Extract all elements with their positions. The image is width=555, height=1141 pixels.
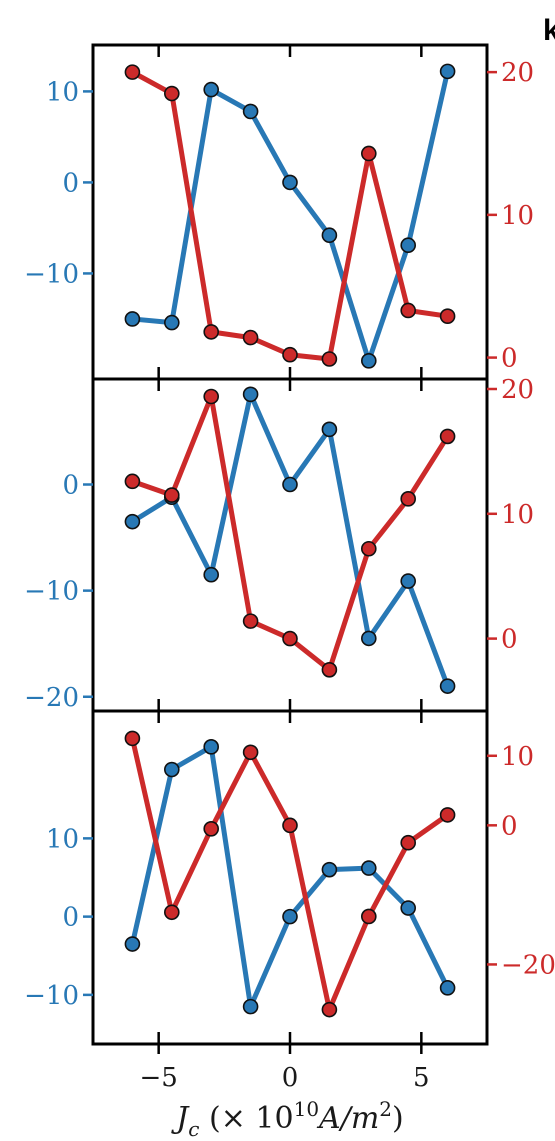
left-y-tick-label: −10	[24, 577, 79, 607]
right-series-point	[242, 613, 259, 629]
panel-frame	[91, 43, 489, 381]
x-label-exp: 10	[294, 1097, 319, 1121]
left-series-point	[203, 81, 219, 98]
right-series-point	[282, 817, 298, 834]
left-series-point	[321, 227, 338, 244]
left-y-tick-label: −10	[24, 259, 79, 289]
left-y-tick-label: −20	[24, 683, 79, 713]
left-series-point	[203, 739, 219, 755]
right-series-point	[360, 908, 377, 925]
left-series-point	[282, 174, 298, 191]
x-label-pre: (× 10	[200, 1101, 294, 1136]
right-y-tick-label: 0	[501, 344, 518, 374]
right-series-point	[400, 491, 417, 507]
x-tick-label: 0	[282, 1063, 299, 1093]
right-series-point	[242, 744, 259, 761]
right-series-point	[439, 308, 456, 324]
right-series-point	[282, 630, 298, 647]
left-y-tick-label: 0	[62, 168, 79, 198]
right-series-point	[203, 324, 219, 340]
x-axis-label: Jc (× 1010A/m2)	[170, 1097, 403, 1141]
left-y-tick-label: 10	[46, 824, 79, 854]
left-series-point	[400, 237, 417, 254]
left-series-point	[282, 908, 298, 925]
right-series-line	[131, 393, 450, 673]
left-series-point	[360, 353, 377, 369]
right-series-point	[400, 302, 417, 319]
right-y-tick-label: 10	[501, 500, 534, 530]
right-series-point	[439, 428, 456, 445]
left-y-tick-label: 0	[62, 903, 79, 933]
right-series-line	[129, 737, 450, 1013]
right-y-tick-label: 0	[501, 625, 518, 655]
x-label-main: J	[170, 1101, 190, 1136]
left-series-point	[242, 998, 259, 1015]
left-series-point	[400, 573, 417, 589]
right-series-point	[164, 904, 180, 921]
x-label-post: )	[392, 1101, 404, 1136]
left-y-tick-label: 10	[46, 77, 79, 107]
right-series-point	[203, 821, 219, 837]
left-series-point	[321, 421, 338, 438]
right-series-point	[321, 351, 338, 367]
right-y-tick-label: 20	[501, 58, 534, 88]
panel-1: −10 0 10 0 10 20	[24, 43, 534, 381]
left-series-line	[132, 70, 451, 364]
right-series-point	[439, 807, 456, 823]
left-series-point	[439, 980, 456, 996]
left-series-point	[439, 678, 456, 694]
right-series-point	[124, 64, 141, 80]
right-series-point	[400, 834, 417, 851]
x-axis: −5 0 5	[140, 1044, 430, 1093]
x-label-unit: A/m	[316, 1101, 379, 1136]
panel-3: −10 0 10 −20 0 10	[24, 709, 555, 1046]
right-series-point	[282, 346, 298, 363]
right-y-tick-label: 10	[501, 742, 534, 772]
left-series-point	[124, 513, 141, 530]
left-series-point	[164, 314, 180, 331]
panel-frame	[91, 377, 489, 713]
right-series-point	[321, 661, 338, 678]
left-y-tick-label: 0	[62, 471, 79, 501]
x-tick-label: 5	[413, 1063, 430, 1093]
chart-panels: −10 0 10 0 10 20 −20 −10 0 0 10 20 −10 0 10 −20 0 10	[24, 43, 555, 1046]
panel-frame	[91, 709, 489, 1046]
left-series-point	[203, 566, 219, 583]
right-series-point	[124, 730, 141, 747]
right-series-point	[242, 329, 259, 346]
left-series-point	[439, 63, 456, 80]
left-series-point	[321, 861, 338, 878]
left-series-line	[129, 744, 450, 1010]
right-series-point	[321, 1001, 338, 1018]
left-series-point	[360, 860, 377, 876]
left-series-point	[242, 386, 259, 403]
left-series-point	[124, 936, 141, 952]
right-y-tick-label: −20	[501, 950, 555, 980]
right-series-point	[360, 540, 377, 557]
x-tick-label: −5	[140, 1063, 178, 1093]
x-label-sub: c	[188, 1117, 199, 1141]
right-series-point	[164, 85, 180, 102]
right-y-tick-label: 10	[501, 201, 534, 231]
right-series-line	[131, 69, 448, 362]
left-series-point	[164, 761, 180, 778]
x-label-unit-exp: 2	[379, 1097, 392, 1121]
left-series-point	[242, 103, 259, 120]
right-series-point	[164, 487, 180, 503]
left-series-point	[360, 630, 377, 647]
right-y-tick-label: 20	[501, 375, 534, 405]
left-series-point	[282, 476, 298, 493]
left-y-tick-label: −10	[24, 981, 79, 1011]
panel-2: −20 −10 0 0 10 20	[24, 375, 534, 713]
right-series-point	[360, 145, 377, 162]
right-series-point	[203, 388, 219, 405]
right-series-point	[124, 473, 141, 490]
right-y-tick-label: 0	[501, 811, 518, 841]
panel-corner-label: k	[543, 14, 555, 47]
left-series-point	[400, 900, 417, 916]
left-series-point	[124, 311, 141, 327]
